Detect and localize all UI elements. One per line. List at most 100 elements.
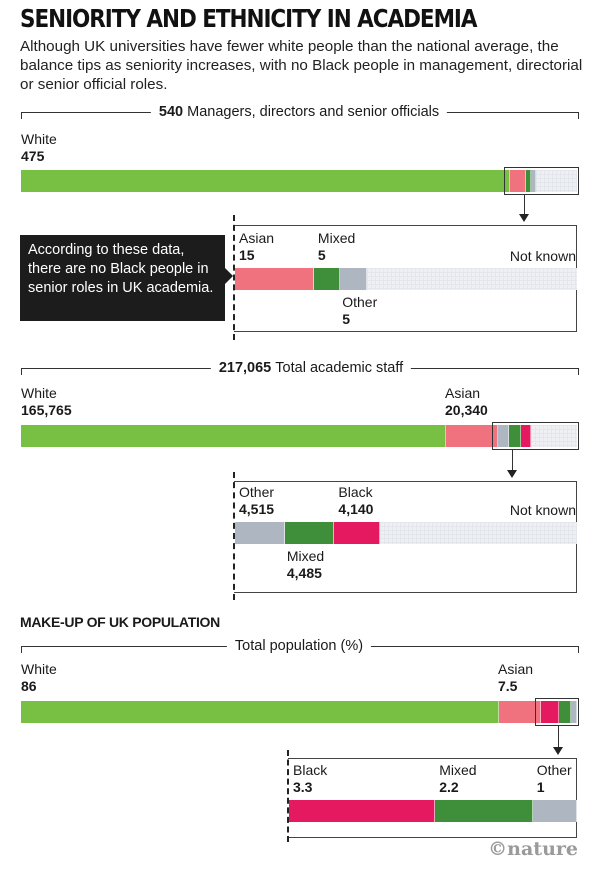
label-white: White 475: [21, 131, 57, 165]
detail-segment-not-known: [380, 522, 577, 544]
label-other: Other 4,515: [239, 484, 274, 518]
label-value: 3.3: [293, 779, 313, 795]
label-name: Asian: [239, 230, 275, 246]
arrow-down-icon: [519, 214, 529, 222]
detail-segment-mixed: [313, 268, 341, 290]
label-asian: Asian 20,340: [445, 385, 488, 419]
bar-segment-asian: [510, 170, 526, 192]
total-text: Managers, directors and senior officials: [187, 104, 440, 120]
arrow-down-icon: [507, 470, 517, 478]
label-name: White: [21, 131, 57, 147]
zoom-highlight-box: [491, 422, 579, 450]
label-value: 2.2: [439, 779, 459, 795]
zoom-highlight-box: [504, 167, 579, 195]
nature-credit: ©nature: [488, 838, 578, 860]
label-value: 4,515: [239, 501, 275, 517]
detail-segment-other: [235, 522, 285, 544]
bar-segment-white: [21, 170, 511, 192]
bar-segment-mixed: [525, 170, 531, 192]
label-value: 7.5: [498, 678, 518, 694]
section-heading: MAKE-UP OF UK POPULATION: [20, 614, 220, 630]
label-white: White 165,765: [21, 385, 72, 419]
detail-segment-mixed: [284, 522, 335, 544]
label-asian: Asian 7.5: [498, 661, 533, 695]
detail-segment-not-known: [366, 268, 577, 290]
bar-segment-mixed: [509, 425, 521, 447]
label-name: Black: [338, 484, 373, 500]
label-value: 475: [21, 148, 45, 164]
connector-line: [524, 194, 525, 216]
label-value: 15: [239, 247, 255, 263]
label-not-known: Not known: [510, 502, 576, 519]
label-value: 1: [536, 779, 545, 795]
label-value: 86: [21, 678, 37, 694]
section-total-label: Total population (%): [226, 638, 372, 654]
section-total-label: 540 Managers, directors and senior offic…: [150, 104, 448, 120]
bar-segment-black: [540, 701, 560, 723]
label-asian: Asian 15: [239, 230, 274, 264]
label-value: 4,485: [286, 565, 322, 581]
label-name: Mixed: [439, 762, 477, 778]
callout-pointer: [225, 268, 233, 284]
bar-segment-other: [571, 701, 577, 723]
label-name: Other: [342, 294, 378, 310]
label-black: Black 4,140: [338, 484, 373, 518]
label-white: White 86: [21, 661, 57, 695]
label-name: Asian: [498, 661, 534, 677]
connector-line: [512, 449, 513, 472]
detail-segment-other: [532, 800, 577, 822]
label-mixed: Mixed 4,485: [287, 548, 324, 582]
bar-segment-black: [520, 425, 532, 447]
section-total-label: 217,065 Total academic staff: [210, 360, 412, 376]
detail-segment-black: [289, 800, 436, 822]
bar-segment-other: [530, 170, 536, 192]
bar-segment-white: [21, 425, 446, 447]
label-value: 5: [317, 247, 326, 263]
connector-line: [558, 725, 559, 749]
detail-segment-black: [334, 522, 381, 544]
detail-segment-asian: [235, 268, 314, 290]
label-not-known: Not known: [510, 248, 576, 265]
bar-segment-asian: [445, 425, 498, 447]
chart-title: SENIORITY AND ETHNICITY IN ACADEMIA: [20, 4, 478, 33]
zoom-highlight-box: [534, 698, 579, 726]
label-other: Other 5: [342, 294, 377, 328]
label-name: Black: [293, 762, 328, 778]
label-name: Not known: [509, 502, 576, 518]
label-mixed: Mixed 5: [318, 230, 355, 264]
label-name: Asian: [445, 385, 481, 401]
detail-panel: [288, 758, 577, 838]
label-value: 165,765: [21, 402, 72, 418]
label-name: Mixed: [286, 548, 325, 564]
label-name: Other: [536, 762, 572, 778]
bar-segment-white: [21, 701, 500, 723]
total-text: Total academic staff: [275, 360, 404, 376]
label-name: Mixed: [317, 230, 356, 246]
total-number: 540: [158, 104, 188, 120]
label-name: White: [21, 385, 57, 401]
detail-segment-mixed: [435, 800, 533, 822]
detail-dashed-edge: [233, 472, 235, 600]
label-mixed: Mixed 2.2: [439, 762, 476, 796]
bar-segment-other: [497, 425, 510, 447]
label-name: Other: [239, 484, 275, 500]
detail-dashed-edge: [233, 215, 235, 340]
label-black: Black 3.3: [293, 762, 327, 796]
label-name: Not known: [509, 248, 576, 264]
label-value: 5: [342, 311, 351, 327]
bar-segment-mixed: [559, 701, 572, 723]
callout-note: According to these data, there are no Bl…: [20, 235, 225, 321]
arrow-down-icon: [553, 747, 563, 755]
chart-subtitle: Although UK universities have fewer whit…: [20, 38, 583, 93]
total-text: Total population (%): [234, 638, 364, 654]
total-number: 217,065: [218, 360, 276, 376]
label-value: 20,340: [445, 402, 488, 418]
detail-dashed-edge: [287, 750, 289, 842]
bar-segment-not-known: [531, 425, 577, 447]
label-other: Other 1: [537, 762, 572, 796]
bar-segment-asian: [499, 701, 541, 723]
label-value: 4,140: [338, 501, 374, 517]
detail-segment-other: [340, 268, 367, 290]
bar-segment-not-known: [535, 170, 577, 192]
label-name: White: [21, 661, 57, 677]
